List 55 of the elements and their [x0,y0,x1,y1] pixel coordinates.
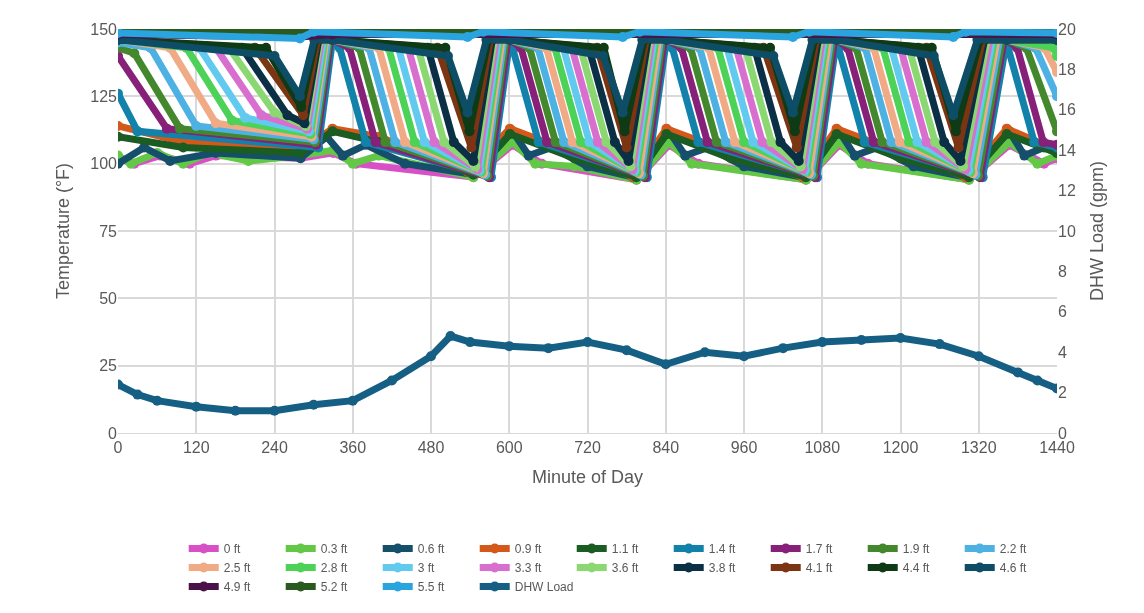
x-tick-label: 240 [261,439,288,457]
legend-label: 3.8 ft [708,561,737,576]
legend-label: 1.9 ft [902,542,931,557]
legend-label: 1.7 ft [805,542,834,557]
legend-label: 5.2 ft [320,580,349,595]
y-tick-label: 150 [90,20,118,38]
legend-label: 0 ft [223,542,242,557]
legend-label: DHW Load [514,580,574,595]
legend-label: 3 ft [417,561,436,576]
y-tick-label: 75 [99,222,118,240]
legend-label: 4.4 ft [902,561,931,576]
x-tick-label: 1440 [1039,439,1075,457]
y-tick-label: 25 [99,357,118,375]
x-tick-label: 1320 [960,439,997,457]
y2-tick-label: 0 [1058,424,1067,442]
y-tick-label: 125 [90,87,118,105]
y2-axis-title: DHW Load (gpm) [1087,160,1107,302]
y2-tick-label: 14 [1058,141,1076,159]
legend-label: 0.6 ft [417,542,446,557]
y-tick-label: 50 [99,289,118,307]
legend-label: 2.2 ft [999,542,1028,557]
y-tick-label: 0 [108,424,118,442]
y2-tick-label: 10 [1058,222,1076,240]
y-axis-title: Temperature (°F) [53,162,74,300]
x-tick-label: 480 [417,439,445,457]
legend-label: 4.9 ft [223,580,252,595]
legend-label: 0.3 ft [320,542,349,557]
y2-tick-label: 12 [1058,182,1076,200]
x-tick-label: 720 [574,439,601,457]
y2-tick-label: 8 [1058,263,1067,280]
x-tick-label: 600 [495,439,523,457]
y-tick-label: 100 [90,155,118,173]
x-tick-label: 960 [730,439,758,457]
legend-label: 2.5 ft [223,561,252,576]
x-tick-label: 120 [182,439,210,457]
legend-label: 0.9 ft [514,542,543,557]
x-tick-label: 360 [339,439,367,457]
legend-label: 1.1 ft [611,542,640,557]
legend-label: 1.4 ft [708,542,737,557]
y2-tick-label: 16 [1058,101,1076,119]
x-tick-label: 1080 [804,439,841,457]
legend-label: 2.8 ft [320,561,349,576]
y2-tick-label: 18 [1058,61,1076,78]
legend-label: 4.6 ft [999,561,1028,576]
y2-tick-label: 6 [1058,303,1067,321]
legend-label: 5.5 ft [417,580,446,595]
x-tick-label: 1200 [882,439,919,457]
y2-tick-label: 2 [1058,384,1067,402]
x-tick-label: 840 [652,439,680,457]
legend-label: 3.6 ft [611,561,640,576]
y2-tick-label: 20 [1058,20,1076,38]
y2-tick-label: 4 [1058,343,1067,361]
legend-label: 3.3 ft [514,561,543,576]
legend-label: 4.1 ft [805,561,834,576]
x-axis-title: Minute of Day [531,467,644,488]
